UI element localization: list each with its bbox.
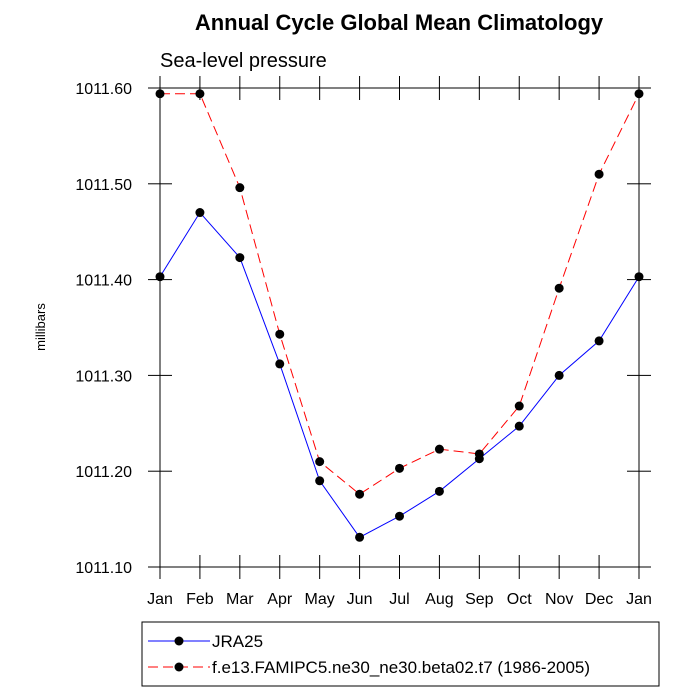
x-tick-label: Jan xyxy=(626,591,652,608)
data-point xyxy=(395,511,404,521)
data-point xyxy=(275,359,285,369)
y-tick-label: 1011.50 xyxy=(75,177,132,194)
data-point xyxy=(275,329,285,339)
x-tick-label: Nov xyxy=(545,591,573,608)
data-point xyxy=(155,272,165,282)
x-tick-label: Aug xyxy=(425,591,453,608)
data-point xyxy=(554,283,564,293)
data-point xyxy=(195,89,205,99)
data-point xyxy=(155,89,165,99)
x-tick-label: Jan xyxy=(147,591,173,608)
y-tick-label: 1011.60 xyxy=(75,81,132,98)
data-point xyxy=(634,272,644,282)
data-point xyxy=(514,401,524,411)
y-axis-label: millibars xyxy=(33,303,48,351)
series-line-2 xyxy=(160,93,640,495)
legend-label: f.e13.FAMIPC5.ne30_ne30.beta02.t7 (1986-… xyxy=(212,658,590,677)
data-point xyxy=(634,89,644,99)
data-point xyxy=(395,463,404,473)
legend-swatch-marker xyxy=(174,662,184,672)
legend: JRA25 f.e13.FAMIPC5.ne30_ne30.beta02.t7 (… xyxy=(141,621,660,687)
data-point xyxy=(594,336,604,346)
x-tick-label: Jun xyxy=(347,591,373,608)
data-point xyxy=(474,449,484,459)
data-point xyxy=(235,253,245,263)
data-point xyxy=(434,444,444,454)
data-point xyxy=(434,486,444,496)
x-tick-label: Oct xyxy=(507,591,532,608)
y-tick-label: 1011.20 xyxy=(75,464,132,481)
data-point xyxy=(594,169,604,179)
y-tick-label: 1011.30 xyxy=(75,368,132,385)
legend-swatch-marker xyxy=(174,636,184,646)
legend-box xyxy=(141,621,660,687)
plot-frame xyxy=(159,87,640,568)
data-point xyxy=(315,457,325,467)
data-point xyxy=(554,370,564,380)
data-point xyxy=(315,476,325,486)
x-tick-label: Mar xyxy=(226,591,254,608)
tick-layer: 1011.10 1011.20 1011.30 1011.40 1011.50 1011.… xyxy=(75,76,652,608)
y-tick-label: 1011.10 xyxy=(75,560,132,577)
chart-title: Annual Cycle Global Mean Climatology xyxy=(195,10,604,35)
y-tick-label: 1011.40 xyxy=(75,273,132,290)
data-point xyxy=(235,183,245,193)
x-tick-label: Jul xyxy=(389,591,409,608)
data-point xyxy=(355,532,365,542)
chart-subtitle: Sea-level pressure xyxy=(160,50,327,72)
x-tick-label: Sep xyxy=(465,591,494,608)
data-point xyxy=(195,208,205,218)
series-line-1 xyxy=(159,211,640,538)
x-tick-label: May xyxy=(305,591,335,608)
data-point xyxy=(355,489,365,499)
legend-label: JRA25 xyxy=(212,632,263,651)
x-tick-label: Apr xyxy=(267,591,293,608)
x-tick-label: Feb xyxy=(186,591,214,608)
data-point xyxy=(514,421,524,431)
series-layer xyxy=(155,89,644,542)
x-tick-label: Dec xyxy=(585,591,613,608)
